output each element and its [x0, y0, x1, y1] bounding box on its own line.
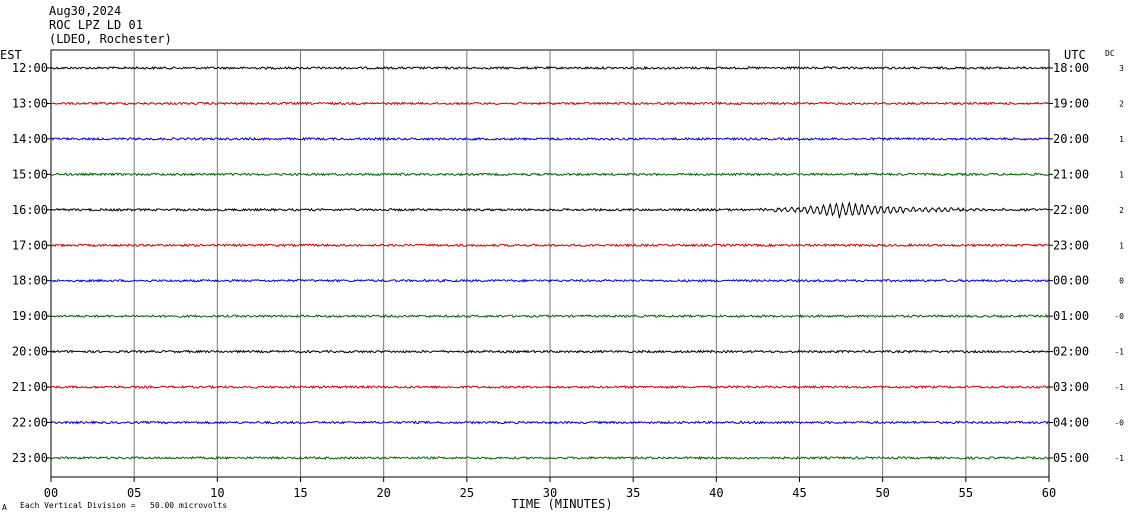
trace-line: [50, 101, 1050, 106]
header-date: Aug30,2024: [49, 4, 122, 18]
utc-label: 04:00: [1053, 416, 1089, 430]
trace-line: [50, 313, 1050, 319]
dc-value: 1: [1119, 135, 1124, 144]
utc-label: 21:00: [1053, 167, 1089, 181]
est-label: 16:00: [12, 203, 48, 217]
x-tick-label-10: 10: [210, 486, 224, 500]
trace-line: [50, 243, 1049, 248]
x-tick-label-35: 35: [626, 486, 640, 500]
utc-label: 01:00: [1053, 309, 1089, 323]
x-tick-label-60: 60: [1042, 486, 1056, 500]
dc-value: 2: [1119, 99, 1124, 108]
utc-label: 03:00: [1053, 380, 1089, 394]
dc-value: 0: [1119, 277, 1124, 286]
utc-label: 05:00: [1053, 451, 1089, 465]
utc-label: 02:00: [1053, 345, 1089, 359]
utc-label: 23:00: [1053, 238, 1089, 252]
dc-value: -1: [1114, 383, 1124, 392]
header-network: (LDEO, Rochester): [49, 32, 172, 46]
scale-note: Each Vertical Division = 50.00 microvolt…: [20, 501, 228, 510]
x-axis-label: TIME (MINUTES): [511, 497, 612, 511]
trace-line: [50, 455, 1050, 461]
x-tick-label-55: 55: [959, 486, 973, 500]
x-tick-label-40: 40: [709, 486, 723, 500]
est-label: 15:00: [12, 167, 48, 181]
x-tick-label-45: 45: [792, 486, 806, 500]
utc-label: 00:00: [1053, 274, 1089, 288]
trace-line: [50, 65, 1050, 71]
utc-label: 20:00: [1053, 132, 1089, 146]
utc-label: 18:00: [1053, 61, 1089, 75]
est-label: 17:00: [12, 238, 48, 252]
dc-value: -0: [1114, 419, 1124, 428]
trace-line: [50, 172, 1050, 177]
dc-value: -1: [1114, 348, 1124, 357]
trace-line: [50, 420, 1050, 425]
x-tick-label-30: 30: [543, 486, 557, 500]
dc-value: -1: [1114, 454, 1124, 463]
trace-line: [51, 349, 1050, 354]
x-tick-label-50: 50: [875, 486, 889, 500]
est-label: 18:00: [12, 274, 48, 288]
trace-line: [50, 384, 1050, 390]
x-tick-label-00: 00: [44, 486, 58, 500]
dc-value: -0: [1114, 312, 1124, 321]
dc-value: 1: [1119, 170, 1124, 179]
dc-axis-label: DC: [1105, 49, 1115, 58]
dc-value: 3: [1119, 64, 1124, 73]
est-label: 23:00: [12, 451, 48, 465]
utc-axis-label: UTC: [1064, 48, 1086, 62]
x-tick-label-25: 25: [460, 486, 474, 500]
utc-label: 22:00: [1053, 203, 1089, 217]
x-tick-label-15: 15: [293, 486, 307, 500]
est-label: 13:00: [12, 96, 48, 110]
trace-line: [50, 201, 1049, 219]
dc-value: 2: [1119, 206, 1124, 215]
est-label: 19:00: [12, 309, 48, 323]
x-tick-label-05: 05: [127, 486, 141, 500]
corner-mark: A: [2, 503, 7, 512]
dc-value: 1: [1119, 241, 1124, 250]
x-tick-label-20: 20: [376, 486, 390, 500]
est-label: 21:00: [12, 380, 48, 394]
est-label: 12:00: [12, 61, 48, 75]
est-axis-label: EST: [0, 48, 22, 62]
est-label: 22:00: [12, 416, 48, 430]
est-label: 20:00: [12, 345, 48, 359]
utc-label: 19:00: [1053, 96, 1089, 110]
est-label: 14:00: [12, 132, 48, 146]
trace-line: [50, 278, 1050, 283]
trace-line: [50, 136, 1050, 142]
header-station: ROC LPZ LD 01: [49, 18, 143, 32]
